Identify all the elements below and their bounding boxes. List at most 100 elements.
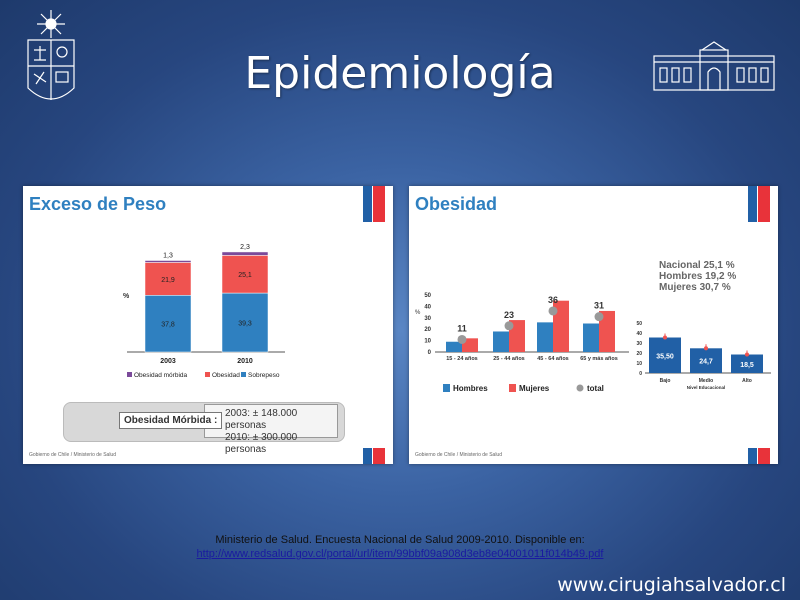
website-url: www.cirugiahsalvador.cl [557,574,786,596]
y-tick-label: 40 [636,331,642,337]
y-tick-label: 20 [636,351,642,357]
tick-label: 2010 [237,358,253,365]
point-marker [663,335,667,340]
data-label: 39,3 [238,321,252,328]
exceso-peso-chart: % 37,8 21,9 1,3 2003 39,3 25,1 2,3 2010 Obesidad … [123,244,285,379]
bar-mujeres [553,300,569,352]
data-label: 36 [548,295,558,305]
citation: Ministerio de Salud. Encuesta Nacional d… [0,533,800,561]
legend-label: Mujeres [519,384,550,393]
legend-swatch [127,372,132,377]
obesidad-edad-chart: % 0 10 20 30 40 50 11 15 - 24 años 23 25 - 44 años… [415,293,629,393]
tick-label: 65 y más años [580,356,618,362]
bar-hombres [583,323,599,352]
tick-label: 45 - 64 años [537,356,569,362]
stat-hombres: Hombres 19,2 % [659,271,737,282]
bar-hombres [537,322,553,352]
tick-label: Medio [699,378,713,384]
exceso-de-peso-panel: Exceso de Peso % 37,8 21,9 1,3 2003 39,3 25,1 2… [23,186,393,464]
point-marker [745,352,749,357]
y-tick-label: 20 [424,327,431,333]
stat-mujeres: Mujeres 30,7 % [659,282,731,293]
data-label: 35,50 [656,353,674,360]
morbid-2010: 2010: ± 300.000 personas [225,432,298,455]
data-label: 37,8 [161,322,175,329]
chile-flag-stripe [748,186,770,222]
legend-swatch [443,384,450,392]
panel-footnote: Gobierno de Chile / Ministerio de Salud [415,452,502,458]
y-axis-label: % [415,310,421,316]
data-label: 1,3 [163,253,173,260]
y-tick-label: 30 [636,341,642,347]
morbid-2003: 2003: ± 148.000 personas [225,408,298,431]
bar-hombres [446,341,462,352]
citation-text: Ministerio de Salud. Encuesta Nacional d… [215,534,585,546]
obesity-stats: Nacional 25,1 % Hombres 19,2 % Mujeres 3… [659,260,736,293]
building-logo [653,41,775,91]
bar-sobrepeso [144,295,192,353]
citation-link[interactable]: http://www.redsalud.gov.cl/portal/url/it… [196,548,604,560]
y-tick-label: 50 [636,321,642,327]
legend-label: total [587,384,604,393]
chile-flag-stripe-bottom [363,448,385,464]
tick-label: 15 - 24 años [446,356,478,362]
legend-swatch [205,372,210,377]
tick-label: Alto [742,378,752,384]
data-label: 25,1 [238,272,252,279]
y-axis-label: % [123,293,130,300]
bar-nivel-educacional [649,337,681,373]
y-tick-label: 0 [639,371,642,377]
morbid-label: Obesidad Mórbida : [119,412,223,429]
chile-flag-stripe [363,186,385,222]
data-label: 23 [504,310,514,320]
point-marker [704,346,708,351]
legend-swatch [576,384,584,392]
point-total [594,312,604,322]
bar-obesidad-mórbida [221,251,269,256]
point-total [548,306,558,316]
tick-label: 2003 [160,358,176,365]
y-tick-label: 30 [424,316,431,322]
legend-label: Hombres [453,384,488,393]
point-total [457,334,467,344]
legend-label: Obesidad [212,372,240,379]
university-seal-logo [27,10,75,100]
bar-obesidad [144,262,192,296]
data-label: 11 [457,323,467,333]
legend-swatch [241,372,246,377]
tick-label: 25 - 44 años [493,356,525,362]
bar-obesidad [221,255,269,294]
y-tick-label: 50 [424,293,431,299]
panel-heading: Exceso de Peso [29,194,167,214]
chile-flag-stripe-bottom [748,448,770,464]
slide-title: Epidemiología [244,48,556,99]
legend-swatch [509,384,516,392]
data-label: 18,5 [740,362,754,369]
point-total [504,321,514,331]
data-label: 31 [594,301,604,311]
legend-label: Obesidad mórbida [134,372,187,379]
obesidad-educacion-chart: 0 10 20 30 40 50 35,50 Bajo 24,7 Medio 18,5 Alto Niv… [636,321,771,390]
legend-label: Sobrepeso [248,372,280,379]
y-tick-label: 10 [636,361,642,367]
bar-sobrepeso [221,292,269,353]
bar-nivel-educacional [690,348,722,373]
data-label: 2,3 [240,244,250,251]
morbid-values: 2003: ± 148.000 personas 2010: ± 300.000… [204,404,338,455]
y-tick-label: 0 [428,350,432,356]
bar-mujeres [462,338,478,352]
bar-nivel-educacional [731,354,763,373]
obesidad-panel: Obesidad Nacional 25,1 % Hombres 19,2 % … [409,186,778,464]
panel-footnote: Gobierno de Chile / Ministerio de Salud [29,452,116,458]
bar-hombres [493,331,509,352]
x-axis-label: Nivel Educacional [687,385,726,390]
bar-mujeres [599,310,615,352]
data-label: 21,9 [161,277,175,284]
data-label: 24,7 [699,359,713,366]
panel-heading: Obesidad [415,194,498,214]
bar-obesidad-mórbida [144,260,192,263]
stat-nacional: Nacional 25,1 % [659,260,735,271]
y-tick-label: 40 [424,304,431,310]
tick-label: Bajo [660,378,671,384]
y-tick-label: 10 [424,339,431,345]
